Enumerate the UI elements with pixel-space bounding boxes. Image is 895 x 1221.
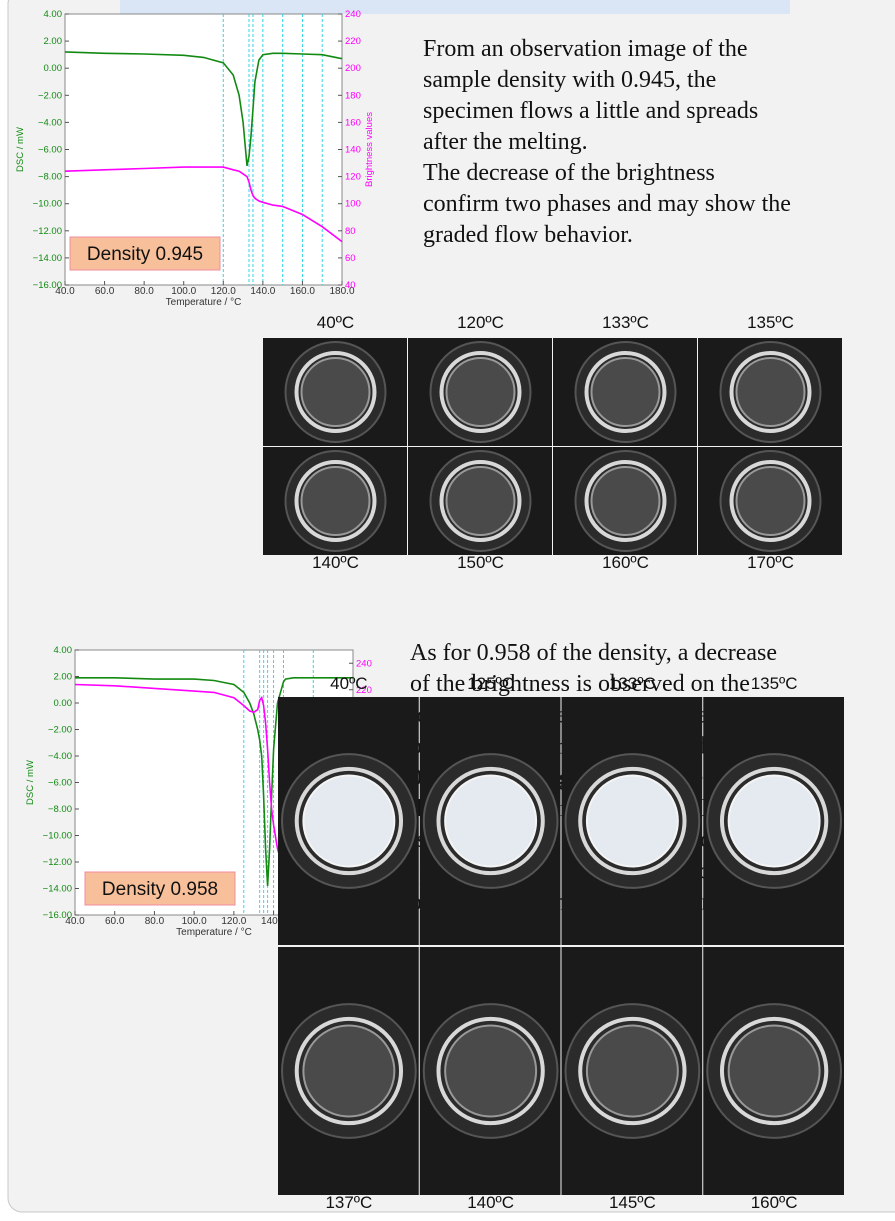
y2-tick-label: 40 <box>345 280 356 291</box>
page: 40.060.080.0100.0120.0140.0160.0180.04.0… <box>0 0 895 1221</box>
y-tick-label: −14.00 <box>43 884 72 895</box>
y2-tick-label: 220 <box>345 36 361 47</box>
photo-label: 140ºC <box>467 1193 514 1212</box>
paragraph-line: after the melting. <box>423 129 588 155</box>
photo-label: 133ºC <box>609 674 656 693</box>
y2-tick-label: 240 <box>345 9 361 20</box>
photo-label: 125ºC <box>467 674 514 693</box>
photo-sample <box>302 467 370 535</box>
photo-label: 40ºC <box>317 313 354 332</box>
y-tick-label: −4.00 <box>38 117 62 128</box>
photo-sample <box>303 776 394 867</box>
x-tick-label: 80.0 <box>134 286 154 297</box>
x-tick-label: 100.0 <box>171 286 196 297</box>
photo-sample <box>447 467 515 535</box>
y-tick-label: −12.00 <box>43 857 72 868</box>
x-tick-label: 60.0 <box>105 916 125 927</box>
y2-tick-label: 160 <box>345 117 361 128</box>
paragraph-line: specimen flows a little and spreads <box>423 98 758 124</box>
y-tick-label: −8.00 <box>38 172 62 183</box>
y-tick-label: −4.00 <box>48 751 72 762</box>
photo-sample <box>592 467 660 535</box>
y-tick-label: −2.00 <box>38 90 62 101</box>
y-tick-label: −6.00 <box>38 145 62 156</box>
title-bar <box>120 0 790 14</box>
y-tick-label: 0.00 <box>44 63 63 74</box>
y-tick-label: 4.00 <box>44 9 63 20</box>
photo-sample <box>737 358 805 426</box>
photo-label: 160ºC <box>751 1193 798 1212</box>
photo-sample <box>302 358 370 426</box>
x-tick-label: 80.0 <box>145 916 165 927</box>
y-tick-label: 2.00 <box>44 36 63 47</box>
photo-label: 137ºC <box>325 1193 372 1212</box>
y-tick-label: 0.00 <box>54 698 73 709</box>
y-tick-label: −8.00 <box>48 804 72 815</box>
photo-sample <box>445 1026 536 1117</box>
y-tick-label: −2.00 <box>48 725 72 736</box>
paragraph-line: of the brightness is observed on the <box>410 671 750 697</box>
y2-tick-label: 180 <box>345 90 361 101</box>
x-tick-label: 100.0 <box>182 916 207 927</box>
x-tick-label: 120.0 <box>211 286 236 297</box>
photo-label: 135ºC <box>747 313 794 332</box>
annotation: Density 0.958 <box>102 879 218 900</box>
photo-sample <box>737 467 805 535</box>
photo-label: 40ºC <box>330 674 367 693</box>
photo-label: 133ºC <box>602 313 649 332</box>
photo-sample <box>729 1026 820 1117</box>
paragraph-line: sample density with 0.945, the <box>423 67 716 93</box>
photo-sample <box>447 358 515 426</box>
y-tick-label: −10.00 <box>43 831 72 842</box>
paragraph-line: confirm two phases and may show the <box>423 191 791 217</box>
x-tick-label: 120.0 <box>221 916 246 927</box>
photo-label: 140ºC <box>312 553 359 572</box>
photo-label: 170ºC <box>747 553 794 572</box>
photo-sample <box>303 1026 394 1117</box>
x-tick-label: 160.0 <box>290 286 315 297</box>
photo-label: 145ºC <box>609 1193 656 1212</box>
photo-label: 150ºC <box>457 553 504 572</box>
y-tick-label: 2.00 <box>54 672 73 683</box>
y2-tick-label: 100 <box>345 199 361 210</box>
paragraph-line: graded flow behavior. <box>423 222 633 248</box>
y-tick-label: −12.00 <box>33 226 62 237</box>
photo-label: 135ºC <box>751 674 798 693</box>
photo-sample <box>592 358 660 426</box>
x-axis-title: Temperature / °C <box>176 927 252 938</box>
photo-sample <box>445 776 536 867</box>
photo-sample <box>587 1026 678 1117</box>
y-axis-title: DSC / mW <box>15 127 26 172</box>
photo-sample <box>729 776 820 867</box>
y2-tick-label: 200 <box>345 63 361 74</box>
x-axis-title: Temperature / °C <box>166 297 242 308</box>
paragraph-line: The decrease of the brightness <box>423 160 715 186</box>
y-tick-label: −14.00 <box>33 253 62 264</box>
paragraph-line: From an observation image of the <box>423 36 748 62</box>
y-tick-label: −16.00 <box>43 910 72 921</box>
y2-tick-label: 80 <box>345 226 356 237</box>
x-tick-label: 140.0 <box>250 286 275 297</box>
paragraph-line: As for 0.958 of the density, a decrease <box>410 640 777 666</box>
y2-tick-label: 240 <box>356 658 372 669</box>
y-tick-label: −10.00 <box>33 199 62 210</box>
photo-sample <box>587 776 678 867</box>
y2-axis-title: Brightness values <box>364 112 375 187</box>
x-tick-label: 60.0 <box>95 286 115 297</box>
y-tick-label: −6.00 <box>48 778 72 789</box>
y2-tick-label: 140 <box>345 145 361 156</box>
y-axis-title: DSC / mW <box>25 760 36 805</box>
y-tick-label: −16.00 <box>33 280 62 291</box>
y2-tick-label: 120 <box>345 172 361 183</box>
photo-label: 160ºC <box>602 553 649 572</box>
y-tick-label: 4.00 <box>54 645 73 656</box>
y2-tick-label: 60 <box>345 253 356 264</box>
annotation: Density 0.945 <box>87 244 203 265</box>
photo-label: 120ºC <box>457 313 504 332</box>
